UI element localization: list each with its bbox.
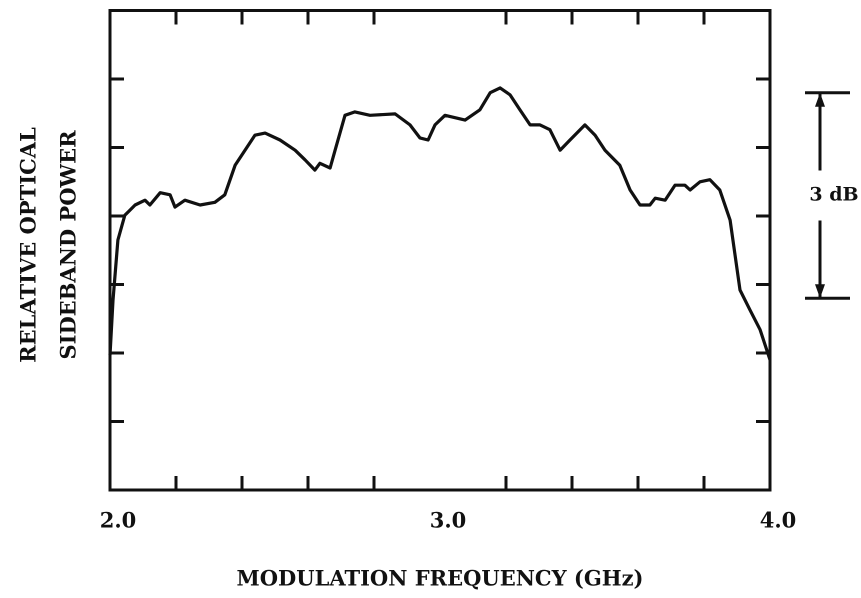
scale-bar-label: 3 dB	[809, 183, 858, 205]
x-axis-label: MODULATION FREQUENCY (GHz)	[237, 566, 644, 591]
x-tick-label: 3.0	[430, 508, 467, 533]
arrow-head	[815, 92, 825, 107]
data-line	[108, 86, 772, 361]
y-axis-label: SIDEBAND POWER	[56, 130, 81, 360]
x-tick-label: 4.0	[760, 508, 797, 533]
y-axis-label: RELATIVE OPTICAL	[16, 127, 41, 363]
plot-frame	[108, 9, 772, 492]
arrow-head	[815, 284, 825, 299]
x-tick-label: 2.0	[100, 508, 137, 533]
